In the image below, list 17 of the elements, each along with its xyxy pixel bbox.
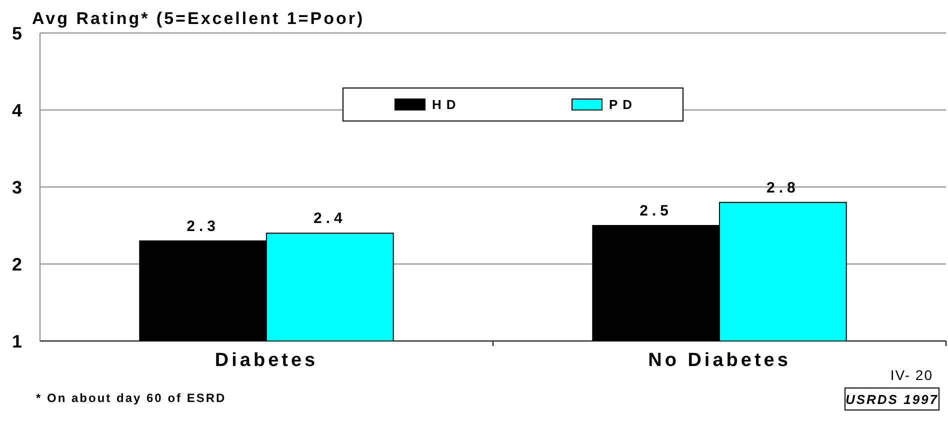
data-label: 2.8 [766, 179, 800, 196]
data-label: 2.5 [640, 202, 673, 220]
data-label: 2.4 [313, 210, 346, 228]
y-tick-label: 4 [12, 100, 22, 120]
x-tick-label: Diabetes [214, 350, 318, 371]
text: USRDS 1997 [845, 392, 939, 407]
x-tick-label: No Diabetes [648, 350, 791, 371]
text: * On about day 60 of ESRD [36, 391, 226, 405]
legend-label: HD [432, 97, 461, 112]
y-tick-label: 5 [12, 23, 22, 44]
text: IV- 20 [890, 367, 933, 383]
y-tick-label: 1 [12, 331, 22, 352]
legend-label: PD [609, 97, 638, 112]
y-tick-label: 2 [12, 254, 22, 274]
chart-title: Avg Rating* (5=Excellent 1=Poor) [32, 9, 365, 28]
y-tick-label: 3 [12, 177, 22, 198]
data-label: 2.3 [186, 218, 220, 235]
